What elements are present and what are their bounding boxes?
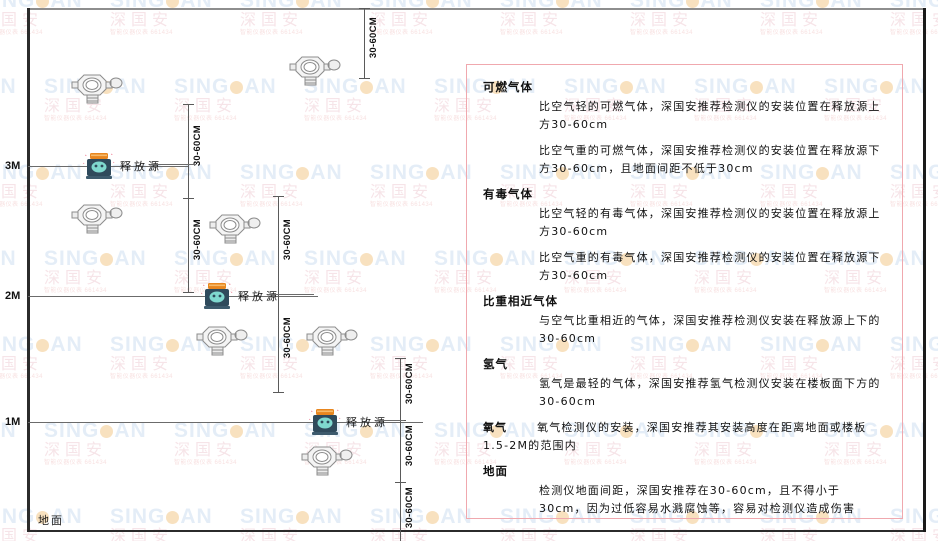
guidance-paragraph: 氢气是最轻的气体，深国安推荐氢气检测仪安装在楼板面下方的30-60cm bbox=[539, 377, 881, 408]
guidance-section-title: 氢气 bbox=[483, 357, 508, 371]
dimension-tick bbox=[395, 482, 406, 483]
level-label: 3M bbox=[5, 160, 21, 172]
dimension-label: 30-60CM bbox=[192, 125, 203, 167]
gas-detector-icon bbox=[306, 326, 358, 356]
gas-detector-icon bbox=[196, 326, 248, 356]
right-border bbox=[923, 8, 926, 532]
dimension-column: 30-60CM 30-60CM bbox=[183, 104, 203, 293]
guidance-section-title: 比重相近气体 bbox=[483, 294, 558, 308]
guidance-section: 氢气氢气是最轻的气体，深国安推荐氢气检测仪安装在楼板面下方的30-60cm bbox=[483, 356, 886, 411]
gas-detector-icon bbox=[289, 56, 341, 86]
release-source-leader-line bbox=[376, 420, 404, 421]
dimension-label: 30-60CM bbox=[282, 219, 293, 261]
guidance-section: 地面检测仪地面间距，深国安推荐在30-60cm，且不得小于30cm，因为过低容易… bbox=[483, 463, 886, 518]
release-source-leader-line bbox=[150, 164, 196, 165]
dimension-label: 30-60CM bbox=[282, 317, 293, 359]
dimension-label: 30-60CM bbox=[404, 425, 415, 467]
guidance-section-title: 氧气 bbox=[483, 421, 507, 434]
dimension-tick bbox=[183, 104, 194, 105]
dimension-tick bbox=[359, 8, 370, 9]
guidance-section: 有毒气体 比空气轻的有毒气体，深国安推荐检测仪的安装位置在释放源上方30-60cm… bbox=[483, 186, 886, 285]
release-source bbox=[82, 152, 116, 182]
guidance-paragraph: 比空气轻的可燃气体，深国安推荐检测仪的安装位置在释放源上方30-60cm bbox=[539, 100, 881, 131]
installation-guidance-panel: 可燃气体 比空气轻的可燃气体，深国安推荐检测仪的安装位置在释放源上方30-60cm… bbox=[466, 64, 903, 519]
vertical-axis bbox=[27, 8, 30, 532]
dimension-tick bbox=[359, 78, 370, 79]
dimension-column: 30-60CM 30-60CM 30-60CM bbox=[395, 358, 415, 541]
ground-label: 地面 bbox=[38, 514, 64, 527]
top-border bbox=[27, 8, 925, 10]
gas-detector bbox=[208, 210, 262, 246]
dimension-label: 30-60CM bbox=[404, 363, 415, 405]
gas-detector-icon bbox=[301, 446, 353, 476]
dimension-tick bbox=[183, 292, 194, 293]
release-source-icon bbox=[83, 153, 115, 179]
gas-detector bbox=[70, 70, 124, 106]
guidance-paragraph: 与空气比重相近的气体，深国安推荐检测仪安装在释放源上下的30-60cm bbox=[539, 314, 881, 345]
gas-detector bbox=[195, 322, 249, 358]
dimension-tick bbox=[395, 358, 406, 359]
dimension-label: 30-60CM bbox=[368, 17, 379, 59]
level-line bbox=[28, 296, 318, 297]
gas-detector bbox=[305, 322, 359, 358]
release-source-label: 释放源 bbox=[238, 290, 280, 303]
gas-detector-icon bbox=[209, 214, 261, 244]
guidance-section: 氧气 氧气检测仪的安装，深国安推荐其安装高度在距离地面或楼板1.5-2M的范围内 bbox=[483, 419, 886, 455]
release-source-icon bbox=[201, 283, 233, 309]
gas-detector bbox=[70, 200, 124, 236]
gas-detector bbox=[300, 442, 354, 478]
guidance-paragraph-text: 氧气检测仪的安装，深国安推荐其安装高度在距离地面或楼板1.5-2M的范围内 bbox=[483, 421, 867, 452]
release-source-label: 释放源 bbox=[120, 160, 162, 173]
release-source bbox=[308, 408, 342, 438]
guidance-paragraph: 检测仪地面间距，深国安推荐在30-60cm，且不得小于30cm，因为过低容易水溅… bbox=[539, 484, 856, 515]
gas-detector bbox=[288, 52, 342, 88]
dimension-label: 30-60CM bbox=[404, 487, 415, 529]
guidance-paragraph: 比空气轻的有毒气体，深国安推荐检测仪的安装位置在释放源上方30-60cm bbox=[539, 207, 881, 238]
level-line bbox=[28, 422, 423, 423]
gas-detector-icon bbox=[71, 74, 123, 104]
release-source-label: 释放源 bbox=[346, 416, 388, 429]
guidance-paragraph: 氧气 氧气检测仪的安装，深国安推荐其安装高度在距离地面或楼板1.5-2M的范围内 bbox=[483, 419, 886, 455]
dimension-label: 30-60CM bbox=[192, 219, 203, 261]
guidance-section-title: 地面 bbox=[483, 464, 508, 478]
dimension-tick bbox=[183, 198, 194, 199]
dimension-line bbox=[400, 358, 401, 541]
dimension-column: 30-60CM bbox=[359, 8, 379, 79]
guidance-section-title: 可燃气体 bbox=[483, 80, 533, 94]
guidance-paragraph: 比空气重的可燃气体，深国安推荐检测仪的安装位置在释放源下方30-60cm，且地面… bbox=[539, 144, 881, 175]
panel-body: 可燃气体 比空气轻的可燃气体，深国安推荐检测仪的安装位置在释放源上方30-60cm… bbox=[467, 65, 902, 518]
release-source-icon bbox=[309, 409, 341, 435]
dimension-tick bbox=[273, 196, 284, 197]
gas-detector-icon bbox=[71, 204, 123, 234]
horizontal-axis-ground bbox=[27, 530, 925, 532]
dimension-tick bbox=[273, 392, 284, 393]
dimension-line bbox=[364, 8, 365, 78]
guidance-section: 可燃气体 比空气轻的可燃气体，深国安推荐检测仪的安装位置在释放源上方30-60cm… bbox=[483, 79, 886, 178]
guidance-section: 比重相近气体与空气比重相近的气体，深国安推荐检测仪安装在释放源上下的30-60c… bbox=[483, 293, 886, 348]
level-label: 2M bbox=[5, 290, 21, 302]
guidance-section-title: 有毒气体 bbox=[483, 187, 533, 201]
guidance-paragraph: 比空气重的有毒气体，深国安推荐检测仪的安装位置在释放源下方30-60cm bbox=[539, 251, 881, 282]
level-label: 1M bbox=[5, 416, 21, 428]
release-source-leader-line bbox=[268, 294, 314, 295]
release-source bbox=[200, 282, 234, 312]
